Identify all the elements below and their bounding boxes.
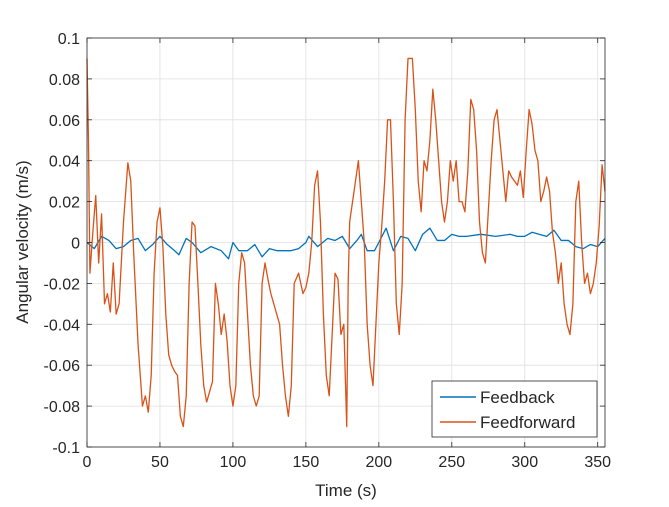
y-tick-label: -0.06 — [44, 358, 81, 375]
legend-box — [431, 380, 598, 438]
y-tick-label: -0.04 — [44, 317, 81, 334]
series-line-feedforward — [86, 57, 606, 428]
y-tick-label: -0.08 — [44, 399, 81, 416]
x-tick-label: 0 — [83, 454, 92, 471]
x-tick-label: 200 — [365, 454, 392, 471]
y-tick-label: 0.06 — [49, 113, 80, 130]
y-tick-label: -0.1 — [52, 440, 80, 457]
legend-label-feedback: Feedback — [480, 388, 555, 407]
y-tick-label: -0.02 — [44, 276, 81, 293]
data-series — [86, 57, 606, 428]
y-tick-label: 0 — [71, 236, 80, 253]
axis-ticks: 0 50 100 150 200 250 300 350 0.1 0.08 0.06 0.04 0.02… — [44, 31, 612, 471]
x-tick-label: 100 — [220, 454, 247, 471]
y-axis-label: Angular velocity (m/s) — [13, 160, 32, 323]
y-tick-label: 0.1 — [58, 31, 80, 48]
y-tick-label: 0.04 — [49, 154, 80, 171]
x-tick-label: 350 — [584, 454, 611, 471]
y-tick-label: 0.02 — [49, 195, 80, 212]
x-tick-label: 150 — [293, 454, 320, 471]
y-tick-label: 0.08 — [49, 72, 80, 89]
series-line-feedback — [86, 227, 606, 260]
x-tick-label: 50 — [151, 454, 169, 471]
legend-label-feedforward: Feedforward — [480, 413, 575, 432]
legend: Feedback Feedforward — [431, 380, 598, 438]
x-tick-label: 250 — [438, 454, 465, 471]
x-axis-label: Time (s) — [315, 481, 377, 500]
x-tick-label: 300 — [511, 454, 538, 471]
